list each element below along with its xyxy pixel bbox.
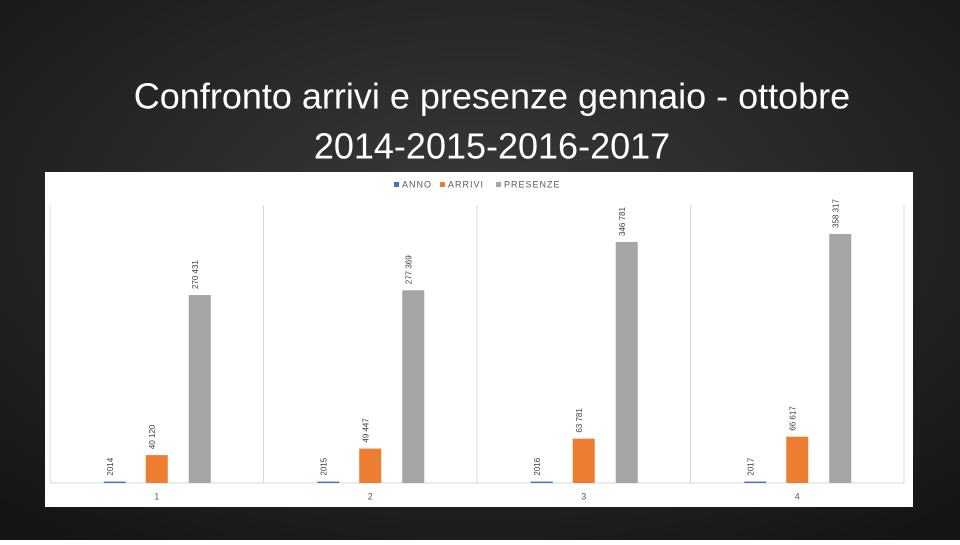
legend-label: ARRIVI [448, 179, 484, 189]
legend-swatch [394, 182, 399, 187]
data-label: 2014 [106, 457, 115, 475]
data-label: 277 369 [404, 255, 413, 284]
data-label: 66 617 [788, 406, 797, 431]
x-tick-label: 4 [795, 491, 800, 501]
slide-title: 2014-2015-2016-2017 [314, 126, 670, 167]
bar [359, 448, 382, 483]
data-label: 49 447 [361, 418, 370, 443]
bar [744, 481, 767, 483]
bar [317, 481, 340, 483]
bar [188, 295, 211, 483]
x-tick-label: 2 [368, 491, 373, 501]
data-label: 40 120 [148, 424, 157, 449]
data-label: 2015 [319, 457, 328, 475]
legend-label: ANNO [402, 179, 432, 189]
data-label: 346 781 [618, 207, 627, 236]
chart-area [45, 172, 913, 507]
slide-title: Confronto arrivi e presenze gennaio - ot… [134, 76, 850, 117]
x-tick-label: 3 [581, 491, 586, 501]
bar [402, 290, 425, 483]
bar [145, 455, 168, 483]
bar [103, 481, 126, 483]
legend-swatch [496, 182, 501, 187]
bar [829, 233, 852, 483]
bar [572, 438, 595, 483]
data-label: 358 317 [831, 199, 840, 228]
legend-label: PRESENZE [504, 179, 561, 189]
data-label: 270 431 [191, 260, 200, 289]
legend-swatch [440, 182, 445, 187]
data-label: 63 781 [575, 408, 584, 433]
bar [615, 241, 638, 483]
data-label: 2017 [746, 457, 755, 475]
bar [786, 436, 809, 483]
x-tick-label: 1 [154, 491, 159, 501]
data-label: 2016 [533, 457, 542, 475]
bar [530, 481, 553, 483]
